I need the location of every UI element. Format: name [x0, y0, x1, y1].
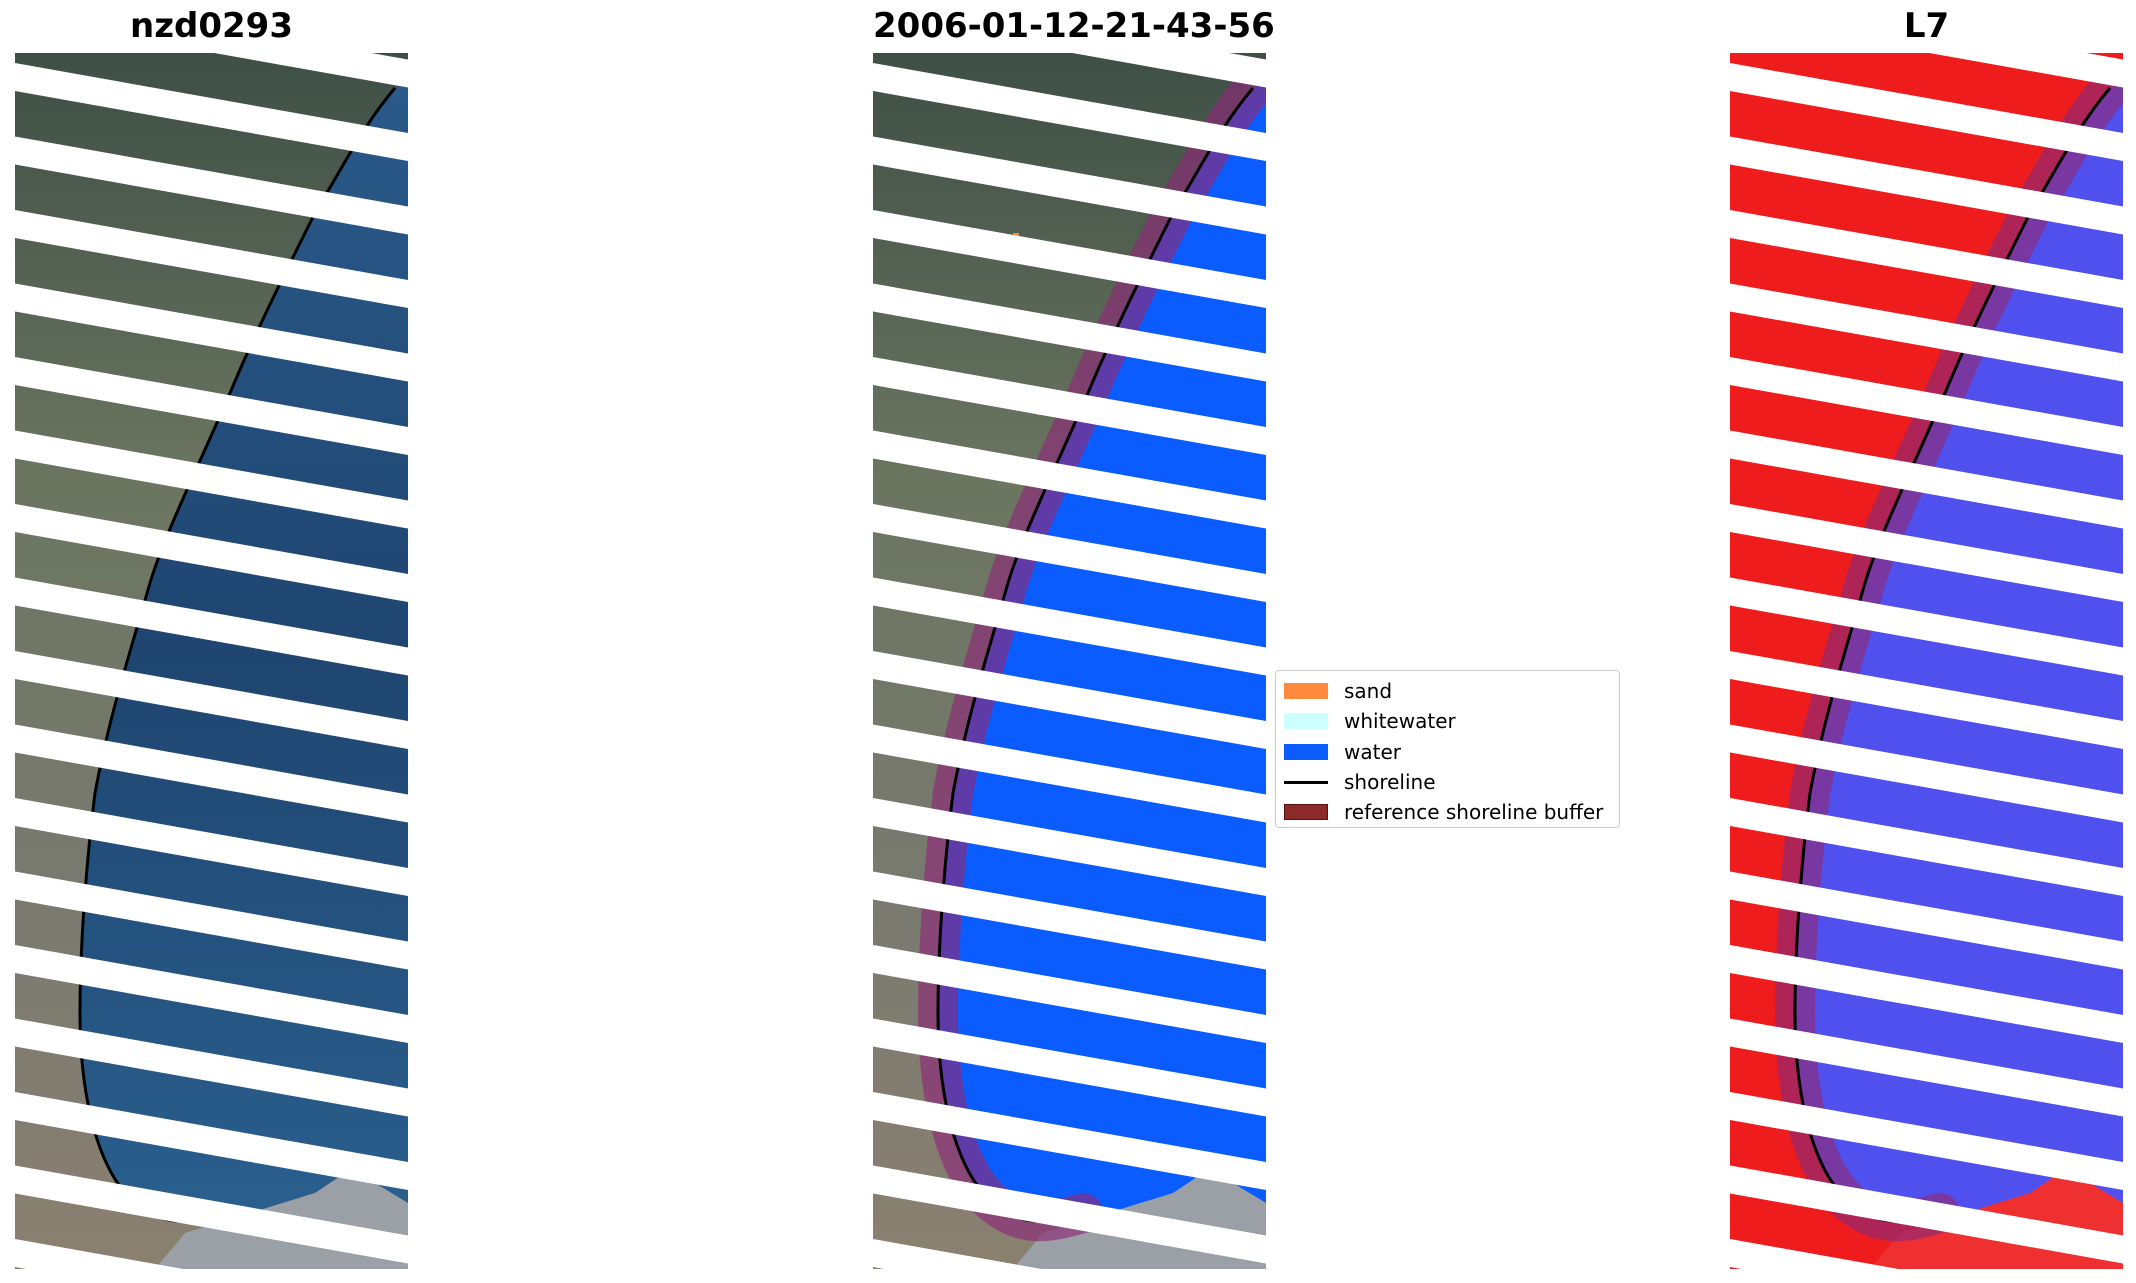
scan-gap-stripe: [15, 651, 408, 749]
scan-gap-stripe: [1730, 1018, 2123, 1117]
index-image: [1730, 53, 2123, 1269]
classified-image-panel: [873, 53, 1266, 1269]
scan-gap-stripe: [15, 357, 408, 455]
scan-gap-stripe: [1730, 210, 2123, 308]
scan-gap-stripe: [873, 651, 1266, 749]
scan-gap-stripe: [15, 136, 408, 235]
legend-label: reference shoreline buffer: [1344, 800, 1604, 825]
scan-gap-stripe: [1730, 63, 2123, 161]
scan-gap-stripe: [873, 357, 1266, 455]
scan-gap-stripe: [1730, 504, 2123, 602]
scan-gap-stripe: [1730, 357, 2123, 455]
rgb-satellite-image: [15, 53, 408, 1269]
legend: sand whitewater water shoreline referenc…: [1275, 670, 1620, 828]
scan-gap-stripe: [15, 724, 408, 823]
scan-gap-stripe: [1730, 136, 2123, 235]
scan-gap-stripe: [15, 577, 408, 676]
scan-gap-stripe: [1730, 871, 2123, 970]
scan-gap-stripe: [1730, 1092, 2123, 1190]
legend-item-water: water: [1284, 737, 1611, 767]
scan-gap-stripe: [15, 283, 408, 382]
scan-gap-stripe: [1730, 651, 2123, 749]
scan-gap-stripe: [15, 1165, 408, 1264]
scan-gap-stripe: [873, 63, 1266, 161]
legend-label: sand: [1344, 679, 1393, 704]
scan-gap-stripe: [873, 724, 1266, 823]
scan-gap-stripe: [15, 430, 408, 529]
scan-gap-stripe: [15, 210, 408, 308]
scan-gap-stripe: [1730, 945, 2123, 1043]
legend-label: shoreline: [1344, 770, 1436, 795]
scan-gap-stripe: [873, 1165, 1266, 1264]
scan-gap-stripe: [15, 1092, 408, 1190]
legend-label: whitewater: [1344, 709, 1456, 734]
scan-gap-stripe: [873, 283, 1266, 382]
scan-gap-stripe: [873, 1018, 1266, 1117]
scan-gap-stripe: [873, 430, 1266, 529]
classified-image: [873, 53, 1266, 1269]
panel-title-classified: 2006-01-12-21-43-56: [873, 6, 1275, 46]
water-swatch: [1284, 743, 1328, 760]
scan-gap-stripe: [1730, 798, 2123, 896]
panel-title-index: L7: [1903, 6, 1950, 46]
scan-gap-stripe: [15, 63, 408, 161]
reference-buffer-swatch: [1284, 804, 1328, 821]
scan-gap-stripe: [1730, 430, 2123, 529]
scan-gap-stripe: [15, 945, 408, 1043]
scan-gap-stripe: [873, 1092, 1266, 1190]
scan-gap-stripe: [15, 798, 408, 896]
legend-item-shoreline: shoreline: [1284, 767, 1611, 797]
sand-swatch: [1284, 683, 1328, 700]
scan-gap-stripe: [15, 1018, 408, 1117]
scan-gap-stripe: [1730, 283, 2123, 382]
legend-item-reference-buffer: reference shoreline buffer: [1284, 797, 1611, 827]
shoreline-swatch: [1284, 774, 1328, 790]
index-image-panel: [1730, 53, 2123, 1269]
whitewater-swatch: [1284, 713, 1328, 730]
scan-gap-stripe: [873, 136, 1266, 235]
scan-gap-stripe: [15, 1239, 184, 1269]
scan-gap-stripe: [1730, 577, 2123, 676]
scan-gap-stripe: [1730, 1165, 2123, 1264]
scan-gap-stripe: [15, 504, 408, 602]
scan-gap-stripe: [873, 210, 1266, 308]
legend-label: water: [1344, 739, 1401, 764]
rgb-image-panel: [15, 53, 408, 1269]
legend-item-whitewater: whitewater: [1284, 706, 1611, 736]
scan-gap-stripe: [15, 871, 408, 970]
scan-gap-stripe: [873, 798, 1266, 896]
scan-gap-stripe: [873, 871, 1266, 970]
scan-gap-stripe: [1730, 724, 2123, 823]
scan-gap-stripe: [873, 945, 1266, 1043]
scan-gap-stripe: [873, 504, 1266, 602]
scan-gap-stripe: [873, 577, 1266, 676]
panel-title-rgb: nzd0293: [130, 6, 293, 46]
legend-item-sand: sand: [1284, 676, 1611, 706]
